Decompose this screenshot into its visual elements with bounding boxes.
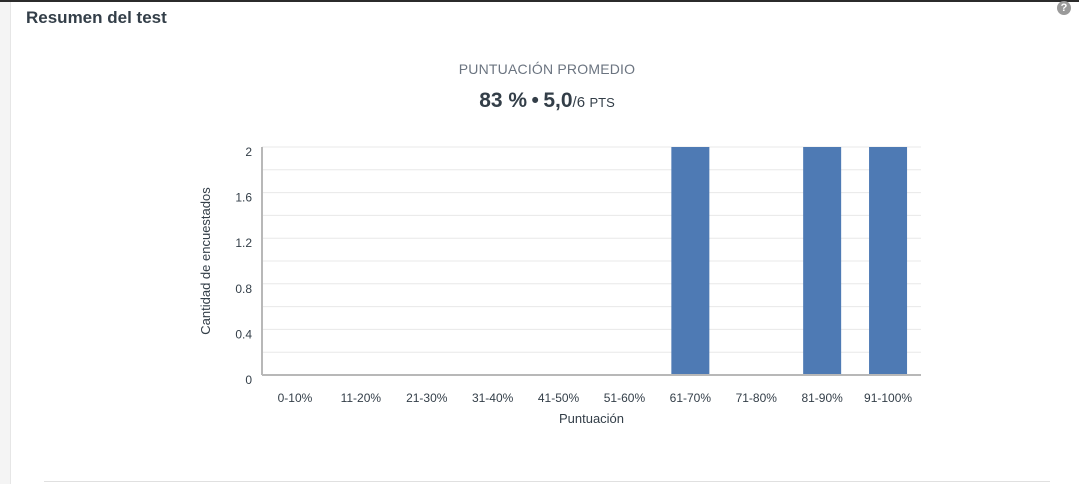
x-tick-label: 61-70% <box>670 391 712 405</box>
y-tick-label: 2 <box>245 145 252 159</box>
page-title: Resumen del test <box>26 8 167 27</box>
y-tick-label: 0 <box>245 373 252 387</box>
average-score-value: 83 % • 5,0/6 PTS <box>0 89 1079 113</box>
y-tick-label: 0.4 <box>235 327 252 341</box>
bar-61-70% <box>671 147 710 375</box>
x-tick-label: 51-60% <box>604 391 646 405</box>
bar-81-90% <box>803 147 842 375</box>
x-tick-label: 91-100% <box>864 391 912 405</box>
points-unit: PTS <box>589 95 615 110</box>
help-icon[interactable]: ? <box>1057 1 1071 15</box>
y-axis-title: Cantidad de encuestados <box>198 187 213 335</box>
section-divider <box>44 481 1050 482</box>
separator-dot: • <box>531 89 539 112</box>
average-score-label: PUNTUACIÓN PROMEDIO <box>458 61 636 77</box>
y-tick-label: 1.6 <box>235 191 252 205</box>
x-tick-label: 21-30% <box>406 391 448 405</box>
x-tick-label: 81-90% <box>801 391 843 405</box>
bar-91-100% <box>869 147 908 375</box>
points-total: /6 <box>572 94 586 111</box>
x-tick-label: 71-80% <box>736 391 778 405</box>
top-border <box>0 0 1079 2</box>
x-tick-label: 11-20% <box>341 391 382 405</box>
x-tick-label: 0-10% <box>278 391 313 405</box>
average-percent: 83 % <box>479 89 528 112</box>
x-tick-label: 31-40% <box>472 391 514 405</box>
x-tick-label: 41-50% <box>538 391 580 405</box>
y-tick-label: 1.2 <box>235 236 252 250</box>
y-tick-label: 0.8 <box>235 282 252 296</box>
average-points: 5,0 <box>543 89 573 112</box>
x-axis-title: Puntuación <box>559 411 624 426</box>
left-gutter <box>0 2 11 484</box>
